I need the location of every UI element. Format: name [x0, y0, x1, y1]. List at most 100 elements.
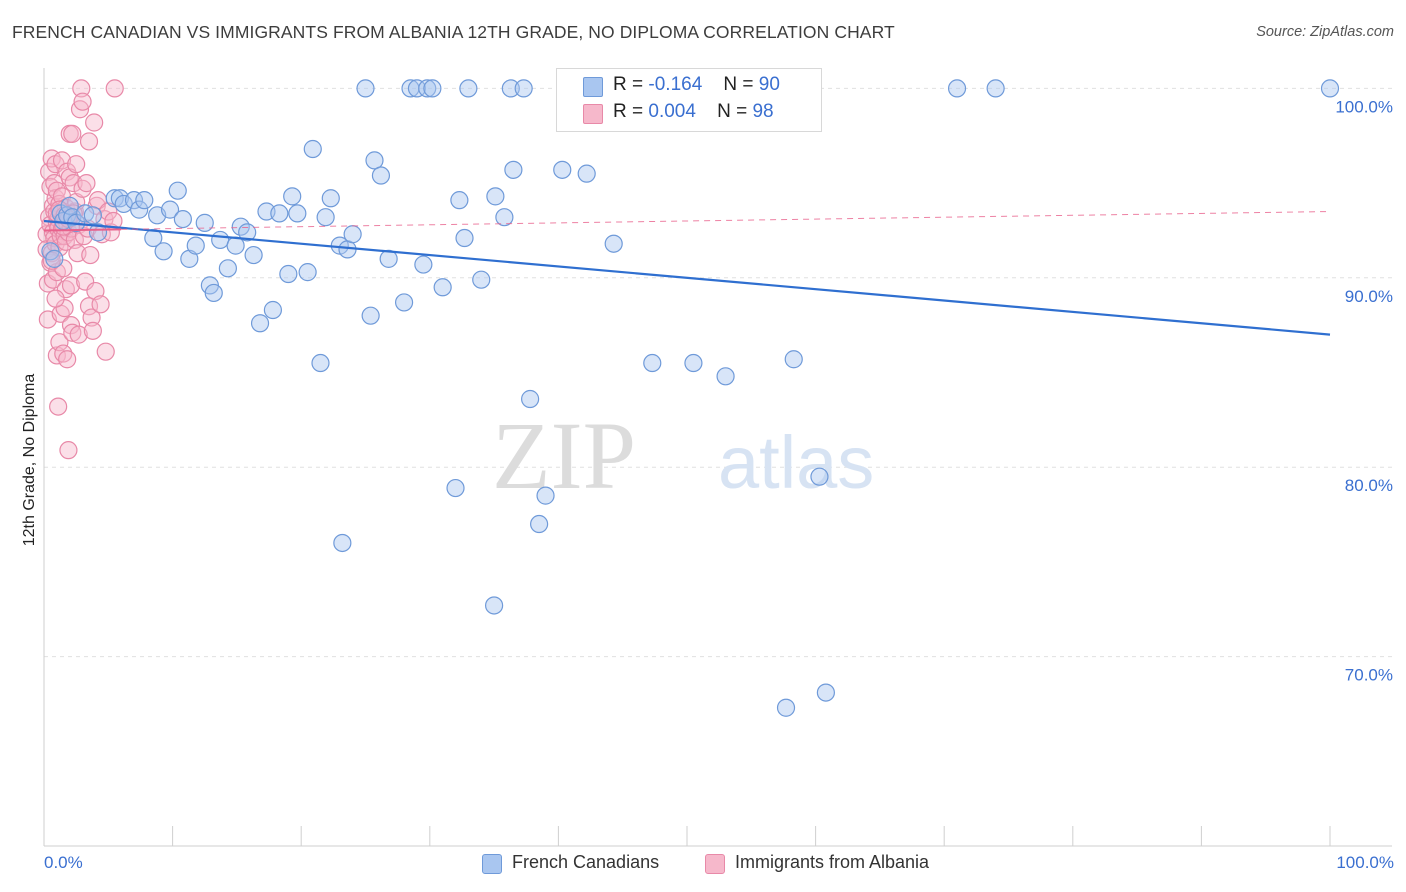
french-canadian-point: [459, 79, 478, 98]
french-canadian-point: [130, 200, 149, 219]
french-canadian-point: [124, 191, 144, 210]
legend-label: French Canadians: [512, 852, 660, 872]
albania-point: [85, 113, 104, 132]
n-label: N =: [723, 74, 754, 95]
n-label: N =: [717, 101, 748, 122]
y-tick-label: 70.0%: [1345, 666, 1393, 685]
french-canadian-point: [83, 206, 102, 225]
albania-point: [83, 321, 102, 340]
french-canadian-point: [298, 263, 317, 282]
french-canadian-point: [365, 151, 384, 170]
albania-point: [61, 316, 81, 335]
albania-point: [42, 251, 61, 270]
french-canadian-point: [486, 187, 505, 206]
french-canadian-point: [316, 208, 335, 227]
albania-point: [63, 124, 82, 143]
french-canadian-point: [333, 533, 352, 553]
french-canadian-point: [553, 160, 572, 179]
french-canadian-point: [195, 213, 214, 232]
french-canadian-point: [784, 350, 803, 369]
albania-point: [72, 79, 91, 98]
french-canadian-point: [160, 200, 180, 219]
french-canadian-point: [226, 236, 245, 255]
albania-point: [59, 441, 78, 460]
albania-point: [67, 155, 86, 174]
french-canadian-point: [238, 223, 257, 242]
albania-point: [52, 151, 72, 170]
french-canadian-point: [218, 259, 237, 278]
french-canadian-point: [144, 228, 163, 248]
french-canadian-point: [211, 230, 230, 250]
albania-point: [61, 276, 81, 295]
french-canadian-point: [816, 683, 835, 702]
albania-point: [96, 342, 115, 361]
french-canadian-point: [88, 223, 108, 242]
french-canadian-point: [577, 164, 596, 183]
albania-point: [64, 174, 83, 193]
french-canadian-point: [643, 353, 662, 373]
french-canadian-point: [361, 306, 380, 325]
french-canadian-point: [279, 264, 298, 284]
watermark: ZIP atlas: [492, 402, 874, 509]
french-canadian-point: [947, 79, 967, 98]
albania-point: [77, 174, 96, 193]
albania-trend-line-solid: [43, 228, 122, 232]
french-canadian-point: [303, 139, 322, 159]
french-canadian-point: [423, 79, 442, 98]
albania-point: [105, 79, 124, 98]
albania-trend-line-dashed: [121, 211, 1331, 230]
french-canadian-point: [501, 79, 520, 98]
french-canadian-point: [536, 486, 555, 505]
r-value: -0.164: [648, 74, 703, 95]
french-canadian-point: [263, 300, 283, 320]
french-canadian-point: [343, 225, 362, 244]
french-canadian-point: [186, 236, 205, 255]
r-value: 0.004: [648, 101, 696, 122]
french-canadian-point: [776, 698, 796, 717]
albania-point: [69, 325, 88, 344]
albania-point: [58, 350, 77, 369]
french-canadian-point: [450, 191, 469, 210]
french-canadian-trend-line: [43, 219, 1331, 336]
legend-label: Immigrants from Albania: [735, 852, 930, 872]
french-canadian-point: [716, 367, 735, 386]
albania-point: [81, 245, 100, 265]
albania-point: [79, 132, 99, 151]
albania-point: [49, 397, 68, 416]
axes: [43, 68, 1392, 847]
y-tick-label: 100.0%: [1335, 97, 1393, 116]
french-canadian-point: [60, 196, 79, 215]
y-tick-label: 90.0%: [1345, 287, 1393, 306]
french-canadian-point: [810, 467, 829, 486]
french-canadian-point: [530, 514, 549, 534]
r-label: R =: [613, 74, 644, 95]
stats-box: R = -0.164 N = 90 R = 0.004 N = 98: [556, 68, 822, 132]
r-label: R =: [613, 101, 644, 122]
x-axis-max-label: 100.0%: [1336, 853, 1394, 872]
french-canadian-point: [414, 255, 433, 274]
french-canadian-point: [684, 353, 703, 373]
albania-point: [50, 333, 69, 352]
french-canadian-point: [244, 245, 263, 265]
french-canadian-point: [371, 166, 391, 185]
french-canadian-point: [604, 234, 623, 253]
albania-point: [91, 295, 110, 314]
x-axis-min-label: 0.0%: [44, 853, 83, 872]
albania-point: [40, 162, 59, 181]
albania-point: [47, 346, 66, 365]
french-canadian-point: [288, 204, 307, 223]
watermark-zip: ZIP: [492, 402, 636, 509]
french-canadian-point: [1320, 79, 1340, 98]
french-canadian-point: [986, 79, 1005, 98]
french-canadian-point: [446, 478, 465, 498]
french-canadian-point: [472, 270, 491, 289]
y-tick-labels: 70.0% 80.0% 90.0% 100.0%: [1335, 97, 1393, 684]
blue-swatch: [583, 77, 603, 97]
french-canadian-point: [154, 242, 173, 261]
french-canadian-point: [521, 389, 540, 409]
french-canadian-point: [356, 79, 375, 98]
albania-point: [47, 181, 66, 200]
stats-text: R = -0.164 N = 90: [613, 74, 780, 96]
stats-text: R = 0.004 N = 98: [613, 101, 774, 123]
